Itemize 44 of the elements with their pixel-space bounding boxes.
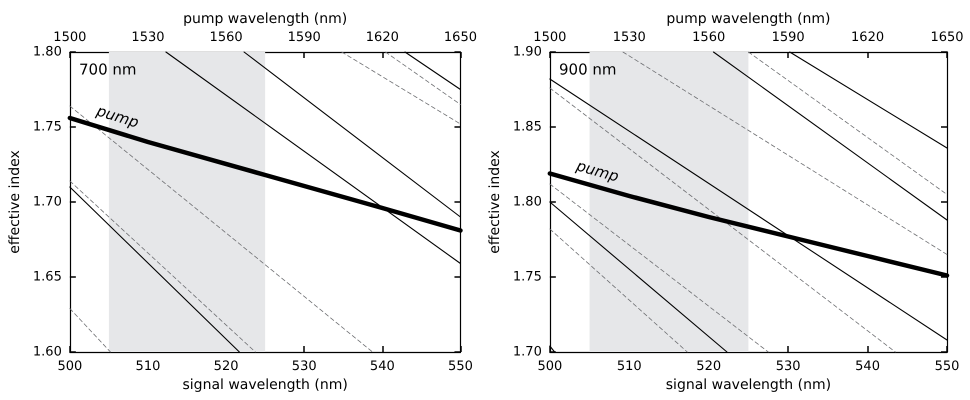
- x-tick-label: 530: [292, 359, 317, 374]
- x-tick-label: 540: [370, 359, 395, 374]
- x2-tick-label: 1590: [288, 30, 321, 45]
- x-tick-label: 540: [855, 359, 880, 374]
- x2-tick-label: 1530: [612, 30, 646, 45]
- y-tick-label: 1.65: [32, 270, 62, 284]
- x-axis-title: signal wavelength (nm): [182, 376, 348, 393]
- x2-tick-label: 1500: [533, 30, 566, 45]
- x2-tick-label: 1620: [851, 30, 884, 45]
- y-tick-label: 1.80: [512, 194, 542, 210]
- y-tick-label: 1.85: [512, 120, 542, 134]
- text: pump: [573, 156, 621, 186]
- x2-axis-title: pump wavelength (nm): [666, 11, 831, 28]
- x-tick-label: 530: [776, 359, 801, 374]
- x-tick-label: 510: [136, 359, 160, 374]
- x2-tick-label: 1650: [930, 30, 964, 45]
- x-axis-title: signal wavelength (nm): [666, 376, 832, 393]
- x2-axis-title: pump wavelength (nm): [183, 11, 348, 28]
- x-tick-label: 520: [696, 359, 722, 374]
- x2-tick-label: 1650: [444, 30, 478, 45]
- x-tick-label: 500: [57, 359, 82, 374]
- annotation: 700 nm: [79, 60, 137, 78]
- x2-tick-label: 1500: [53, 30, 86, 45]
- x2-tick-label: 1530: [131, 30, 165, 45]
- y-tick-label: 1.60: [32, 344, 62, 360]
- x2-tick-label: 1560: [692, 30, 726, 45]
- y-axis-title: effective index: [7, 150, 23, 254]
- x2-tick-label: 1620: [366, 30, 399, 45]
- x-tick-label: 550: [448, 359, 473, 374]
- y-axis-title: effective index: [487, 150, 503, 254]
- x-tick-label: 500: [537, 359, 562, 374]
- x2-tick-label: 1590: [772, 30, 805, 45]
- annotation: 900 nm: [559, 60, 617, 78]
- x-tick-label: 520: [214, 359, 239, 374]
- y-tick-label: 1.70: [512, 344, 542, 360]
- y-tick-label: 1.75: [32, 120, 62, 134]
- y-tick-label: 1.80: [32, 44, 62, 60]
- text: pump: [93, 101, 141, 132]
- y-tick-label: 1.75: [512, 270, 542, 284]
- x-tick-label: 510: [616, 359, 642, 374]
- x2-tick-label: 1560: [210, 30, 243, 45]
- y-tick-label: 1.90: [512, 44, 542, 60]
- y-tick-label: 1.70: [32, 194, 62, 210]
- x-tick-label: 550: [934, 359, 960, 374]
